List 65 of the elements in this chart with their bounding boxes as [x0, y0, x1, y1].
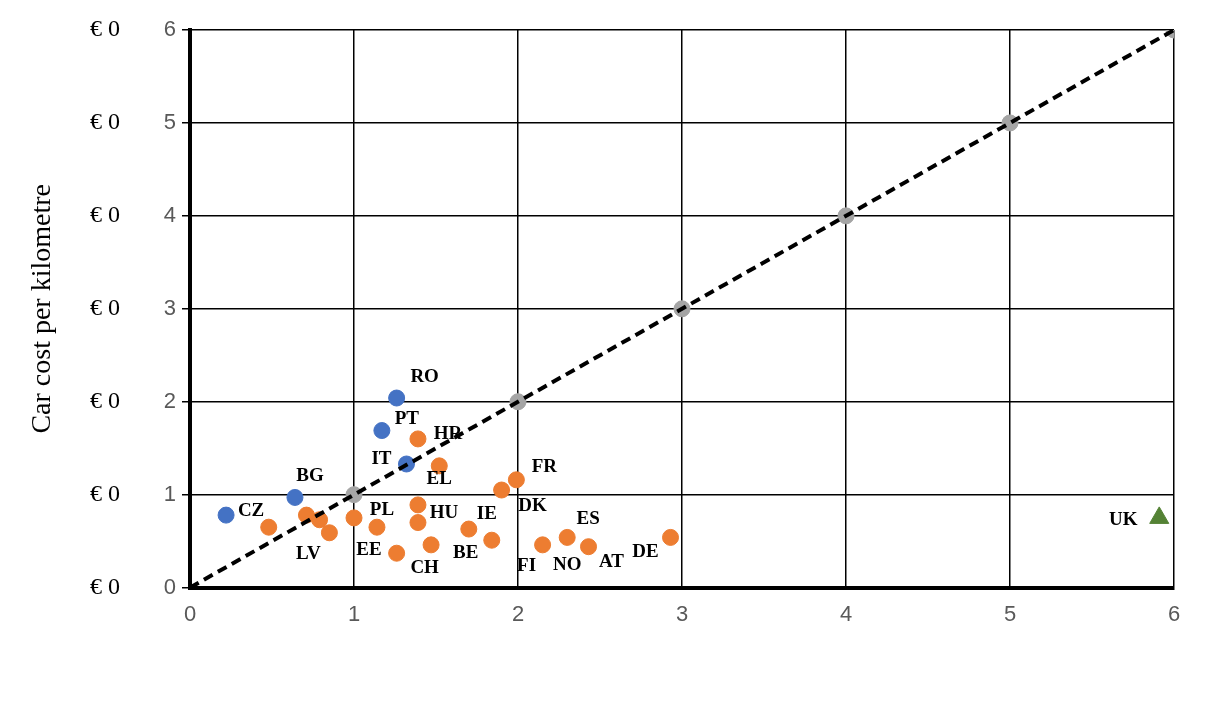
y-tick-label: 0	[163, 573, 176, 599]
y-tick-label: 4	[163, 201, 176, 227]
annotation: HR	[433, 421, 463, 443]
point	[580, 538, 598, 556]
annotation: DE	[632, 540, 659, 562]
annotation: PL	[369, 497, 395, 519]
point	[422, 536, 440, 554]
annotation: BE	[453, 541, 479, 563]
annotation: HU	[429, 500, 459, 522]
point	[493, 481, 511, 499]
point	[409, 430, 427, 448]
annotation: FR	[531, 454, 558, 476]
point	[388, 389, 406, 407]
point	[373, 422, 391, 440]
text: € 0	[90, 15, 120, 42]
point	[483, 531, 501, 549]
text: € 0	[90, 294, 120, 321]
annotation: UK	[1108, 507, 1138, 529]
annotation: EL	[426, 466, 452, 488]
text: € 0	[90, 387, 120, 414]
point	[534, 536, 552, 554]
y-tick-label: 3	[163, 294, 176, 320]
point	[507, 471, 525, 489]
text: € 0	[90, 572, 120, 599]
x-tick-label: 4	[839, 600, 853, 626]
point	[460, 520, 478, 538]
annotation: DK	[518, 493, 548, 515]
point	[345, 509, 363, 527]
annotation: IE	[476, 501, 497, 523]
annotation: IT	[371, 446, 392, 468]
annotation: LV	[296, 541, 321, 563]
point	[368, 518, 386, 536]
point	[409, 514, 427, 532]
annotation: CH	[410, 556, 440, 578]
text: € 0	[90, 479, 120, 506]
point	[388, 544, 406, 562]
point	[286, 488, 304, 506]
annotation: RO	[410, 364, 439, 386]
y-tick-label: 5	[163, 109, 176, 134]
point	[558, 528, 576, 546]
annotation: CZ	[237, 499, 265, 521]
x-tick-label: 5	[1003, 600, 1017, 626]
annotation: NO	[552, 553, 582, 575]
point	[260, 518, 278, 536]
x-tick-label: 3	[675, 600, 689, 626]
y-tick-label: 1	[163, 480, 176, 506]
annotation: EE	[356, 538, 382, 560]
annotation: BG	[296, 464, 324, 486]
point	[320, 524, 338, 542]
text: € 0	[90, 201, 120, 228]
annotation: ES	[576, 507, 600, 529]
x-tick-label: 6	[1167, 600, 1181, 626]
y-tick-label: 6	[163, 16, 176, 42]
annotation: AT	[599, 549, 625, 571]
text: € 0	[90, 108, 120, 135]
y-axis-title: Car cost per kilometre	[25, 184, 57, 434]
x-tick-label: 1	[347, 600, 361, 626]
x-tick-label: 0	[183, 600, 197, 626]
point	[217, 506, 235, 524]
x-tick-label: 2	[511, 600, 525, 626]
annotation: FI	[517, 553, 537, 575]
annotation: PT	[394, 407, 420, 429]
point	[662, 528, 680, 546]
y-tick-label: 2	[163, 387, 176, 413]
point	[409, 496, 427, 514]
